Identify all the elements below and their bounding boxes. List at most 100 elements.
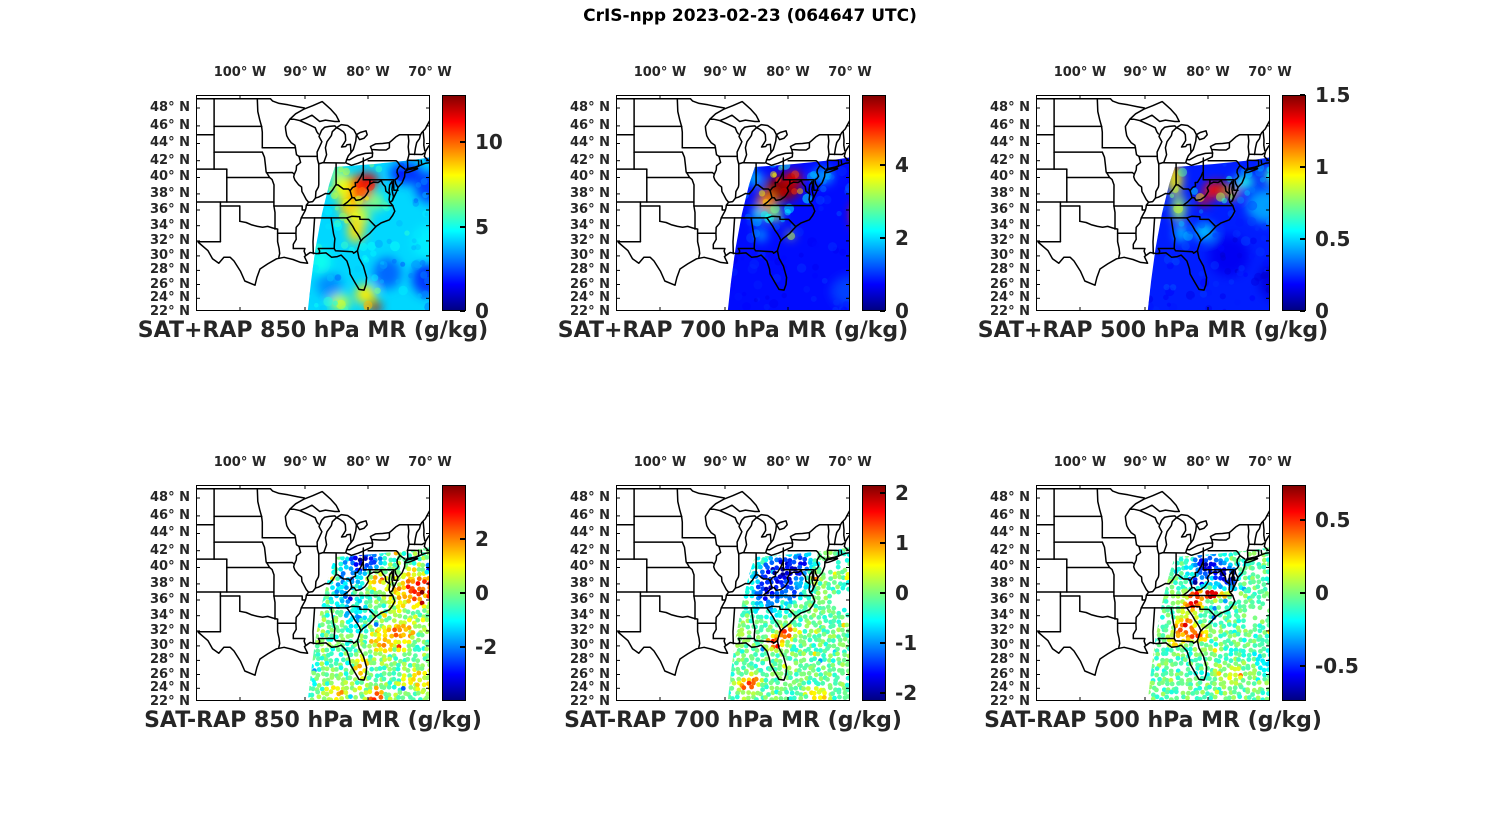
lon-tick-label: 80° W [346,65,390,80]
colorbar-tick [880,541,885,544]
lat-tick-label: 48° N [150,99,190,115]
colorbar-tick [880,491,885,494]
lat-tick-label: 40° N [150,169,190,185]
lat-tick-label: 34° N [570,217,610,233]
lon-tick-label: 80° W [346,455,390,470]
colorbar-tick [460,646,465,648]
lat-tick-label: 42° N [990,542,1030,558]
lon-tick-label: 70° W [828,65,872,80]
panel-title: SAT-RAP 700 hPa MR (g/kg) [564,708,902,733]
map-plot [616,95,850,311]
colorbar-tick [1300,519,1305,522]
data-swath [727,540,850,701]
lat-tick-label: 26° N [150,276,190,292]
lon-tick-label: 100° W [633,65,687,80]
colorbar-tick [1300,94,1305,96]
lat-tick-label: 46° N [570,507,610,523]
colorbar-tick-label: 0.5 [1315,227,1351,251]
lat-tick-label: 44° N [150,135,190,151]
colorbar-tick-label: -0.5 [1315,653,1359,678]
lat-tick-label: 42° N [150,152,190,168]
lat-tick-label: 24° N [990,680,1030,696]
lat-tick-label: 42° N [990,152,1030,168]
lat-tick-label: 30° N [990,637,1030,653]
lat-tick-label: 28° N [990,262,1030,278]
lon-tick-label: 80° W [766,455,810,470]
lat-tick-label: 22° N [990,693,1030,709]
us-state-borders [616,98,850,291]
colorbar-tick-label: 0 [475,581,489,605]
figure-title: CrIS-npp 2023-02-23 (064647 UTC) [583,6,917,26]
colorbar-tick [460,592,465,594]
colorbar-tick-label: -2 [475,635,498,659]
axes-box [196,95,430,311]
colorbar-tick [880,592,885,594]
lat-tick-label: 26° N [990,666,1030,682]
lat-tick-label: 48° N [150,489,190,505]
lat-tick-label: 32° N [570,622,610,638]
lat-tick-label: 30° N [570,637,610,653]
colorbar-tick [460,141,465,144]
us-state-borders [196,488,430,681]
lon-tick-label: 100° W [633,455,687,470]
lat-tick-label: 26° N [570,666,610,682]
us-state-borders [1036,488,1270,681]
us-state-borders [1036,98,1270,291]
panel-title: SAT-RAP 500 hPa MR (g/kg) [984,708,1322,733]
lat-tick-label: 40° N [990,559,1030,575]
lat-tick-label: 30° N [990,247,1030,263]
colorbar-tick-label: 2 [895,480,909,505]
lat-tick-label: 30° N [150,637,190,653]
lon-tick-label: 90° W [283,65,327,80]
lat-tick-label: 36° N [990,591,1030,607]
lon-tick-label: 90° W [703,65,747,80]
lon-tick-label: 100° W [213,455,267,470]
lat-tick-label: 48° N [570,489,610,505]
colorbar-tick [1300,166,1305,168]
lat-tick-label: 42° N [570,152,610,168]
lat-tick-label: 46° N [150,117,190,133]
lat-tick-label: 36° N [570,201,610,217]
axes-box [616,485,850,701]
lat-tick-label: 34° N [990,607,1030,623]
lat-tick-label: 48° N [570,99,610,115]
lat-tick-label: 24° N [150,290,190,306]
lat-tick-label: 48° N [990,99,1030,115]
lat-tick-label: 46° N [570,117,610,133]
lat-tick-label: 38° N [990,185,1030,201]
lat-tick-label: 30° N [570,247,610,263]
colorbar-tick-label: -2 [895,681,918,706]
lon-tick-label: 70° W [408,455,452,470]
colorbar [1282,95,1306,311]
lat-tick-label: 32° N [150,232,190,248]
lat-tick-label: 32° N [990,622,1030,638]
lat-tick-label: 22° N [990,303,1030,319]
lat-tick-label: 24° N [150,680,190,696]
lat-tick-label: 48° N [990,489,1030,505]
lat-tick-label: 24° N [570,680,610,696]
lat-tick-label: 32° N [570,232,610,248]
lat-tick-label: 36° N [990,201,1030,217]
lon-tick-label: 90° W [1123,455,1167,470]
lat-tick-label: 38° N [150,185,190,201]
lat-tick-label: 32° N [150,622,190,638]
panel-title: SAT+RAP 850 hPa MR (g/kg) [137,318,489,343]
lat-tick-label: 22° N [150,693,190,709]
lat-tick-label: 36° N [570,591,610,607]
colorbar-tick [1300,238,1305,240]
lon-tick-label: 90° W [1123,65,1167,80]
lon-tick-label: 100° W [1053,65,1107,80]
lat-tick-label: 34° N [150,217,190,233]
lat-tick-label: 46° N [990,507,1030,523]
colorbar-tick-label: -1 [895,631,918,656]
lat-tick-label: 42° N [150,542,190,558]
lat-tick-label: 44° N [990,525,1030,541]
lat-tick-label: 28° N [990,652,1030,668]
lat-tick-label: 46° N [990,117,1030,133]
lat-tick-label: 22° N [570,693,610,709]
colorbar-tick-label: 2 [475,527,489,551]
lat-tick-label: 30° N [150,247,190,263]
panel-title: SAT+RAP 700 hPa MR (g/kg) [557,318,909,343]
lon-tick-label: 70° W [408,65,452,80]
